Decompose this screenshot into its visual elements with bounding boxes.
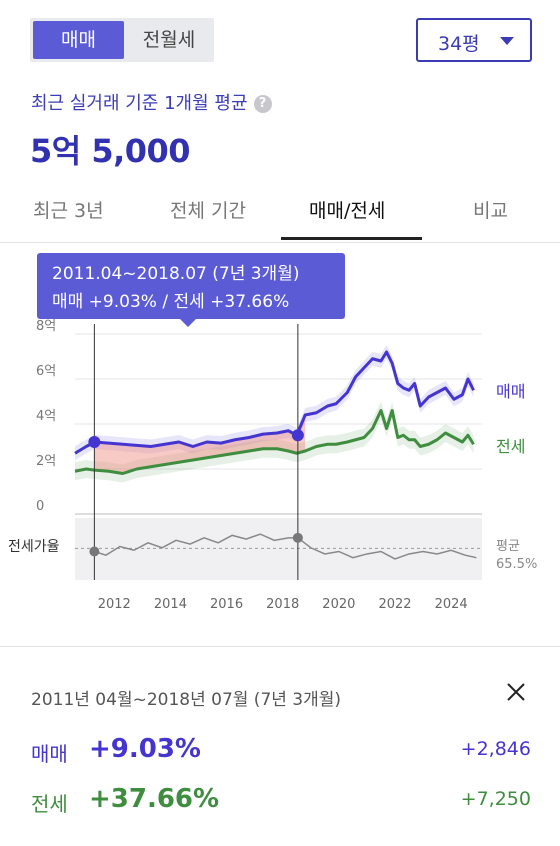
ratio-avg-value: 65.5% — [496, 557, 537, 572]
detail-row-lease: 전세 +37.66% +7,250 — [31, 784, 531, 818]
detail-sale-label: 매매 — [31, 742, 68, 766]
legend-sale: 매매 — [496, 382, 525, 401]
sale-marker-dot — [291, 429, 304, 442]
x-tick-label: 2020 — [322, 597, 355, 612]
lease-line — [74, 409, 475, 475]
y-tick-label: 4억 — [36, 409, 56, 424]
active-tab-underline — [281, 237, 422, 240]
detail-sale-pct: +9.03% — [89, 734, 201, 764]
sale-range-band — [75, 345, 474, 461]
average-price-value: 5억 5,000 — [30, 132, 191, 170]
x-tick-label: 2024 — [435, 597, 468, 612]
ratio-avg-label: 평균 — [496, 539, 520, 554]
average-price-label: 최근 실거래 기준 1개월 평균? — [31, 89, 272, 115]
y-tick-label: 0 — [36, 499, 44, 514]
section-divider — [0, 646, 560, 647]
question-circle-icon[interactable]: ? — [253, 95, 272, 113]
tab-compare[interactable]: 비교 — [473, 200, 508, 222]
ratio-marker-dot — [292, 532, 303, 543]
average-price-label-text: 최근 실거래 기준 1개월 평균 — [31, 93, 248, 114]
ratio-label: 전세가율 — [8, 539, 60, 555]
sale-line — [74, 350, 475, 455]
tab-recent-3y[interactable]: 최근 3년 — [33, 200, 104, 222]
chevron-down-icon — [500, 37, 514, 45]
tab-sale-lease[interactable]: 매매/전세 — [309, 200, 386, 222]
y-tick-label: 2억 — [36, 454, 56, 469]
y-tick-label: 6억 — [36, 364, 56, 379]
ratio-line — [94, 533, 477, 560]
close-icon[interactable] — [505, 681, 527, 703]
x-tick-label: 2012 — [98, 597, 131, 612]
size-dropdown-value: 34평 — [438, 33, 480, 55]
tooltip-arrow — [180, 319, 196, 327]
chart-grid — [75, 333, 482, 515]
period-tabs: 최근 3년 전체 기간 매매/전세 비교 — [0, 186, 560, 243]
y-tick-label: 8억 — [36, 319, 56, 334]
detail-lease-pct: +37.66% — [89, 784, 220, 814]
size-dropdown[interactable]: 34평 — [416, 18, 532, 62]
sale-marker-dot — [88, 436, 101, 448]
detail-sale-amount: +2,846 — [460, 738, 531, 760]
tab-all-period[interactable]: 전체 기간 — [170, 200, 246, 222]
tab-sale[interactable]: 매매 — [33, 21, 124, 59]
x-tick-label: 2014 — [154, 597, 187, 612]
price-chart[interactable]: 0 2억 4억 6억 8억 2012 2014 2016 2018 2020 2022 2024 매… — [0, 244, 560, 624]
detail-lease-label: 전세 — [31, 792, 68, 816]
tooltip-summary: 매매 +9.03% / 전세 +37.66% — [52, 292, 290, 312]
detail-lease-amount: +7,250 — [460, 788, 531, 810]
legend-lease: 전세 — [496, 437, 525, 456]
x-tick-label: 2018 — [266, 597, 299, 612]
detail-row-sale: 매매 +9.03% +2,846 — [31, 734, 531, 768]
detail-period: 2011년 04월~2018년 07월 (7년 3개월) — [31, 690, 342, 710]
x-tick-label: 2016 — [210, 597, 243, 612]
tooltip-range: 2011.04~2018.07 (7년 3개월) — [52, 264, 300, 284]
detail-panel: 2011년 04월~2018년 07월 (7년 3개월) 매매 +9.03% +… — [0, 648, 560, 846]
selection-tooltip: 2011.04~2018.07 (7년 3개월) 매매 +9.03% / 전세 … — [37, 253, 345, 319]
tab-lease[interactable]: 전월세 — [142, 29, 196, 51]
ratio-band-background — [75, 518, 482, 580]
ratio-marker-dot — [89, 546, 100, 557]
x-tick-label: 2022 — [378, 597, 411, 612]
trade-type-toggle: 매매 전월세 — [30, 18, 214, 62]
